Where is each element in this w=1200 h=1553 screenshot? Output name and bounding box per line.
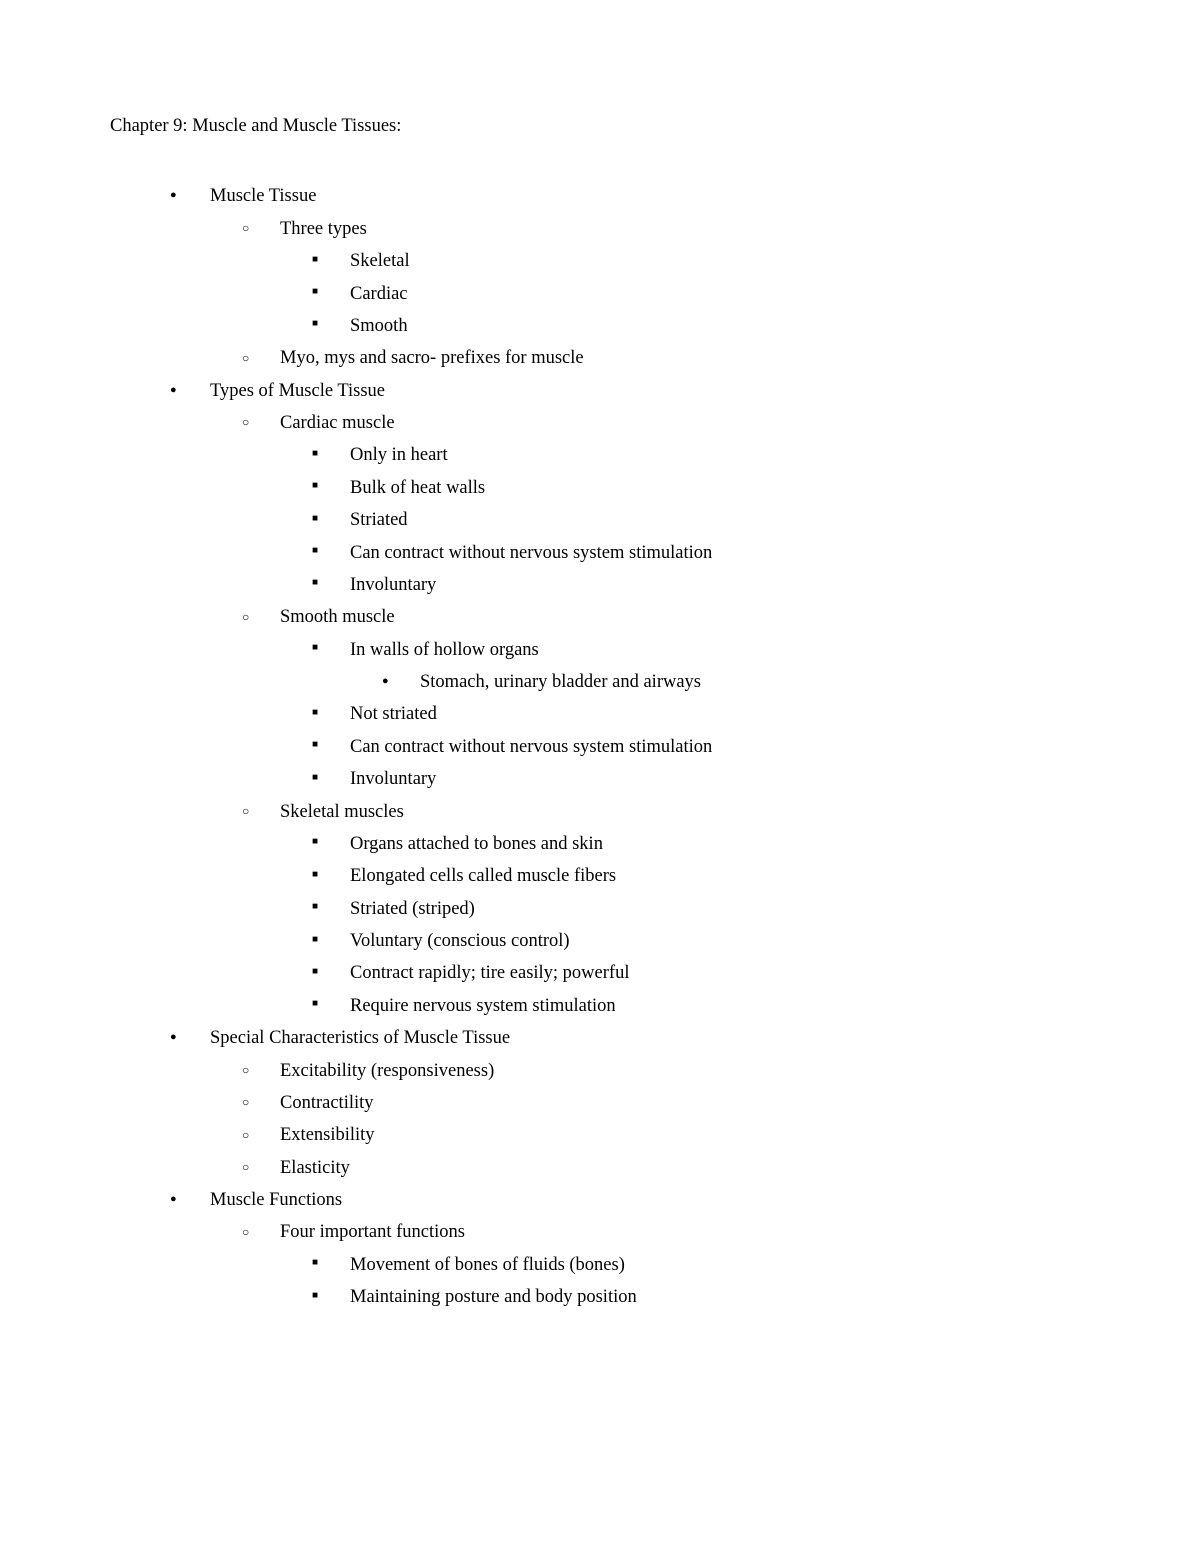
outline-item-l2: Myo, mys and sacro- prefixes for muscle [210, 342, 1090, 374]
outline-item-l1: Muscle Functions Four important functions… [110, 1184, 1090, 1314]
outline-item-l3: Movement of bones of fluids (bones) [280, 1249, 1090, 1281]
outline-text: Contract rapidly; tire easily; powerful [350, 963, 629, 983]
outline-sublist-l2: Excitability (responsiveness) Contractili… [210, 1055, 1090, 1185]
outline-text: Types of Muscle Tissue [210, 381, 385, 401]
outline-item-l3: Can contract without nervous system stim… [280, 537, 1090, 569]
outline-text: Involuntary [350, 575, 436, 595]
outline-item-l3: Involuntary [280, 569, 1090, 601]
outline-sublist-l4: Stomach, urinary bladder and airways [350, 666, 1090, 698]
outline-text: Cardiac muscle [280, 413, 395, 433]
outline-text: Bulk of heat walls [350, 478, 485, 498]
outline-item-l3: Voluntary (conscious control) [280, 925, 1090, 957]
outline-text: Three types [280, 219, 367, 239]
outline-sublist-l3: In walls of hollow organs Stomach, urinar… [280, 634, 1090, 796]
outline-item-l1: Types of Muscle Tissue Cardiac muscle Only… [110, 375, 1090, 1023]
outline-sublist-l3: Organs attached to bones and skin Elongat… [280, 828, 1090, 1022]
outline-text: Extensibility [280, 1125, 375, 1145]
outline-item-l3: Striated [280, 504, 1090, 536]
outline-text: Elongated cells called muscle fibers [350, 866, 616, 886]
outline-text: Smooth muscle [280, 607, 395, 627]
outline-item-l2: Cardiac muscle Only in heart Bulk of heat … [210, 407, 1090, 601]
outline-item-l3: Elongated cells called muscle fibers [280, 860, 1090, 892]
outline-text: Skeletal [350, 251, 410, 271]
outline-item-l3: Skeletal [280, 245, 1090, 277]
outline-text: Require nervous system stimulation [350, 996, 616, 1016]
outline-text: Maintaining posture and body position [350, 1287, 637, 1307]
outline-text: Stomach, urinary bladder and airways [420, 672, 701, 692]
outline-item-l3: Maintaining posture and body position [280, 1281, 1090, 1313]
outline-sublist-l2: Cardiac muscle Only in heart Bulk of heat … [210, 407, 1090, 1022]
outline-item-l3: Not striated [280, 698, 1090, 730]
document-page: Chapter 9: Muscle and Muscle Tissues: Mu… [0, 0, 1200, 1553]
outline-item-l3: Contract rapidly; tire easily; powerful [280, 957, 1090, 989]
outline-item-l2: Three types Skeletal Cardiac Smooth [210, 213, 1090, 343]
outline-text: Excitability (responsiveness) [280, 1061, 494, 1081]
outline-sublist-l2: Three types Skeletal Cardiac Smooth Myo, mys… [210, 213, 1090, 375]
outline-sublist-l3: Only in heart Bulk of heat walls Striated C… [280, 439, 1090, 601]
outline-text: Striated [350, 510, 408, 530]
outline-text: Contractility [280, 1093, 374, 1113]
outline-text: Elasticity [280, 1158, 350, 1178]
outline-item-l3: Involuntary [280, 763, 1090, 795]
outline-text: Not striated [350, 704, 437, 724]
outline-root: Muscle TissueThree typesSkeletalCardiacS… [110, 180, 1090, 1313]
outline-item-l1: Special Characteristics of Muscle Tissue… [110, 1022, 1090, 1184]
outline-text: In walls of hollow organs [350, 640, 539, 660]
outline-text: Only in heart [350, 445, 448, 465]
outline-item-l4: Stomach, urinary bladder and airways [350, 666, 1090, 698]
outline-text: Can contract without nervous system stim… [350, 543, 712, 563]
outline-text: Muscle Tissue [210, 186, 316, 206]
outline-text: Skeletal muscles [280, 802, 404, 822]
outline-item-l2: Contractility [210, 1087, 1090, 1119]
outline-item-l3: Can contract without nervous system stim… [280, 731, 1090, 763]
outline-item-l3: Cardiac [280, 278, 1090, 310]
outline-item-l3: Organs attached to bones and skin [280, 828, 1090, 860]
outline-item-l2: Smooth muscle In walls of hollow organs St… [210, 601, 1090, 795]
outline-text: Organs attached to bones and skin [350, 834, 603, 854]
outline-text: Four important functions [280, 1222, 465, 1242]
outline-sublist-l3: Movement of bones of fluids (bones) Maint… [280, 1249, 1090, 1314]
outline-text: Myo, mys and sacro- prefixes for muscle [280, 348, 584, 368]
outline-item-l3: In walls of hollow organs Stomach, urinar… [280, 634, 1090, 699]
outline-item-l2: Four important functions Movement of bone… [210, 1216, 1090, 1313]
outline-sublist-l3: Skeletal Cardiac Smooth [280, 245, 1090, 342]
outline-text: Can contract without nervous system stim… [350, 737, 712, 757]
outline-text: Smooth [350, 316, 408, 336]
outline-text: Voluntary (conscious control) [350, 931, 570, 951]
outline-text: Cardiac [350, 284, 408, 304]
outline-item-l2: Excitability (responsiveness) [210, 1055, 1090, 1087]
outline-text: Special Characteristics of Muscle Tissue [210, 1028, 510, 1048]
outline-text: Involuntary [350, 769, 436, 789]
outline-sublist-l2: Four important functions Movement of bone… [210, 1216, 1090, 1313]
outline-item-l1: Muscle TissueThree typesSkeletalCardiacS… [110, 180, 1090, 374]
outline-item-l3: Only in heart [280, 439, 1090, 471]
outline-text: Striated (striped) [350, 899, 475, 919]
outline-text: Muscle Functions [210, 1190, 342, 1210]
outline-item-l2: Elasticity [210, 1152, 1090, 1184]
outline-item-l3: Striated (striped) [280, 893, 1090, 925]
outline-item-l3: Bulk of heat walls [280, 472, 1090, 504]
outline-item-l3: Require nervous system stimulation [280, 990, 1090, 1022]
page-title: Chapter 9: Muscle and Muscle Tissues: [110, 110, 1090, 142]
outline-text: Movement of bones of fluids (bones) [350, 1255, 625, 1275]
outline-item-l2: Extensibility [210, 1119, 1090, 1151]
outline-item-l2: Skeletal muscles Organs attached to bones… [210, 796, 1090, 1023]
outline-item-l3: Smooth [280, 310, 1090, 342]
